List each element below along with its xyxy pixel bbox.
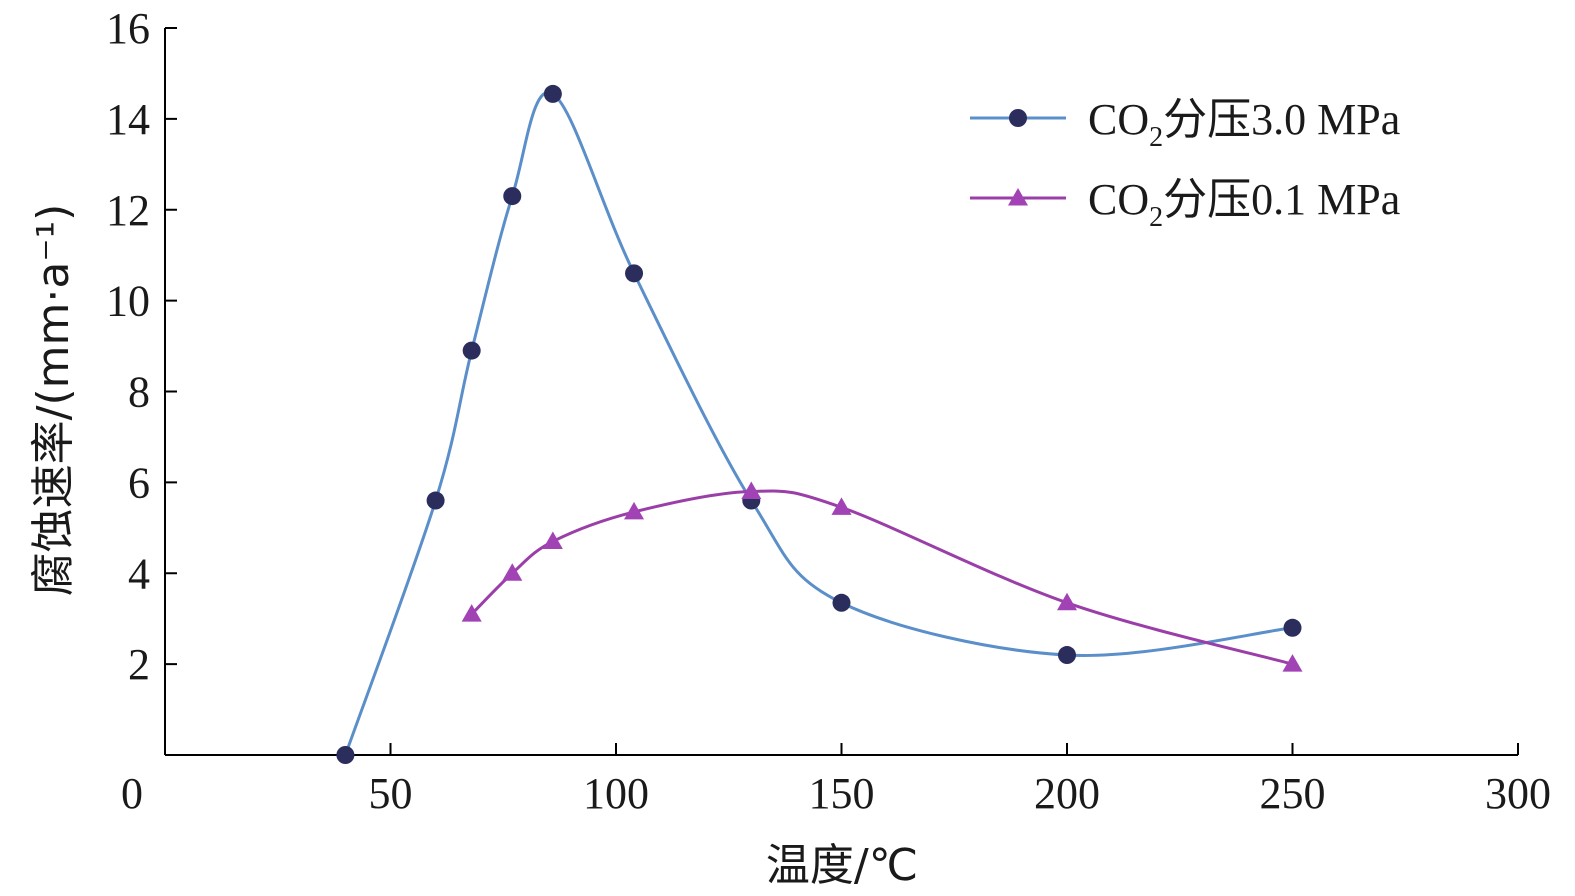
y-tick-label: 14 [106, 95, 150, 144]
data-point-circle [503, 187, 522, 206]
series-line [343, 90, 1293, 756]
legend-item-2: CO2分压0.1 MPa [970, 175, 1400, 233]
x-tick-label: 100 [583, 769, 649, 818]
data-point-triangle [624, 501, 645, 520]
data-point-circle [426, 491, 445, 510]
series-line [470, 489, 1293, 666]
data-point-triangle [741, 481, 762, 499]
legend: CO2分压3.0 MPa CO2分压0.1 MPa [970, 95, 1400, 233]
series-layer [336, 84, 1303, 764]
data-point-triangle [542, 531, 563, 549]
x-tick-label: 50 [369, 769, 413, 818]
y-ticks: 2 4 6 8 10 12 14 16 [106, 4, 177, 689]
y-tick-label: 2 [128, 640, 150, 689]
legend-marker-triangle [1008, 188, 1028, 206]
data-point-triangle [461, 604, 482, 622]
legend-marker-circle [1009, 109, 1027, 127]
data-point-circle [462, 341, 481, 360]
x-tick-label: 150 [809, 769, 875, 818]
x-tick-label: 200 [1034, 769, 1100, 818]
data-point-triangle [1282, 654, 1303, 672]
series-1 [336, 84, 1302, 764]
y-tick-label: 8 [128, 368, 150, 417]
y-axis-title: 腐蚀速率/(mm·a⁻¹) [28, 204, 79, 597]
data-point-circle [625, 264, 644, 283]
legend-item-1: CO2分压3.0 MPa [970, 95, 1400, 153]
x-tick-label: 0 [121, 769, 143, 818]
y-tick-label: 4 [128, 549, 150, 598]
data-point-circle [336, 746, 355, 764]
legend-label: CO2分压0.1 MPa [1088, 175, 1400, 233]
series-2 [461, 481, 1303, 672]
data-point-circle [832, 593, 851, 612]
y-tick-label: 12 [106, 186, 150, 235]
data-point-triangle [1057, 592, 1077, 611]
legend-label: CO2分压3.0 MPa [1088, 95, 1400, 153]
data-point-circle [1283, 618, 1302, 637]
y-tick-label: 10 [106, 277, 150, 326]
y-tick-label: 6 [128, 458, 150, 507]
data-point-triangle [831, 497, 852, 515]
x-tick-label: 300 [1485, 769, 1551, 818]
x-axis-title: 温度/℃ [766, 840, 918, 891]
x-tick-label: 250 [1260, 769, 1326, 818]
data-point-circle [543, 84, 562, 103]
x-ticks: 0 50 100 150 200 250 300 [121, 743, 1551, 818]
y-tick-label: 16 [106, 4, 150, 53]
data-point-circle [1058, 646, 1076, 665]
data-point-triangle [502, 563, 523, 581]
